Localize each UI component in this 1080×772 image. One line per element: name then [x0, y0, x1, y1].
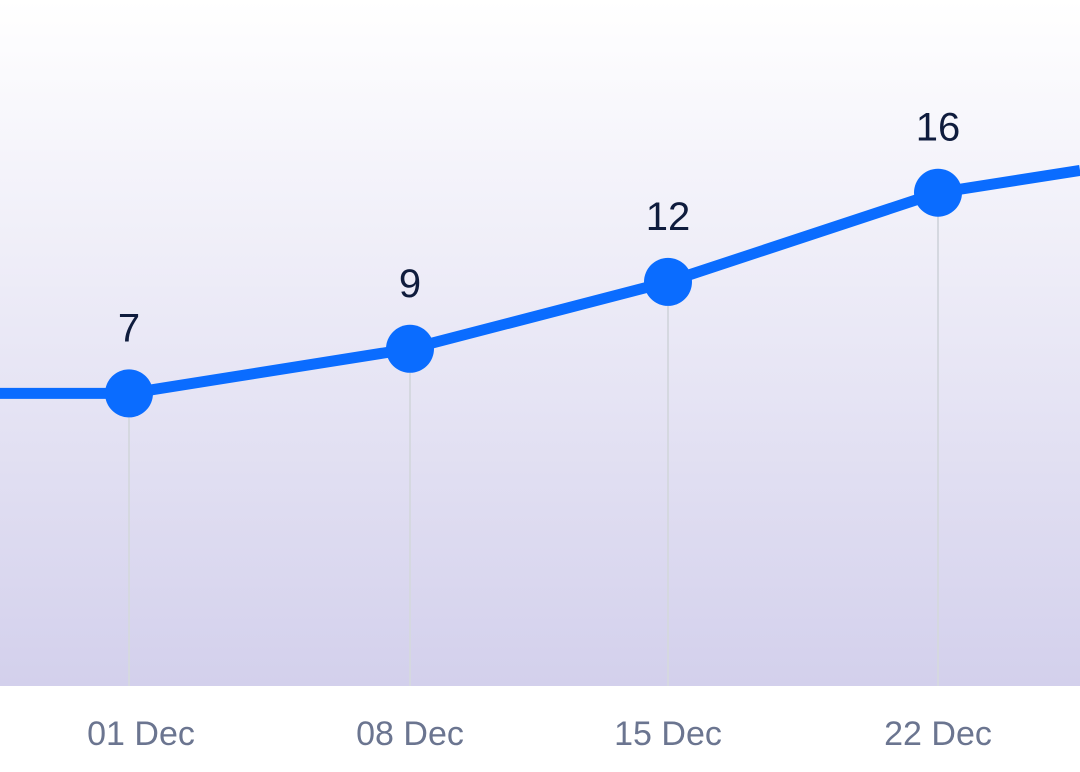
data-label-3: 12 — [646, 195, 691, 239]
x-tick-label-4: 22 Dec — [884, 715, 992, 753]
drop-lines-group — [128, 192, 939, 686]
x-tick-label-2: 08 Dec — [356, 715, 464, 753]
data-label-2: 9 — [399, 262, 421, 306]
plot-background — [0, 0, 1080, 686]
point-labels-group: 7 9 12 16 — [118, 106, 960, 351]
x-axis-tick-labels: 01 Dec 08 Dec 15 Dec 22 Dec — [87, 715, 992, 753]
data-label-4: 16 — [916, 106, 961, 150]
markers-group — [105, 168, 962, 418]
x-tick-label-1: 01 Dec — [87, 715, 195, 753]
x-tick-label-3: 15 Dec — [614, 715, 722, 753]
data-point-2[interactable] — [386, 324, 434, 373]
data-point-1[interactable] — [105, 369, 153, 418]
data-label-1: 7 — [118, 306, 140, 350]
data-point-3[interactable] — [644, 257, 692, 306]
data-point-4[interactable] — [914, 168, 962, 217]
